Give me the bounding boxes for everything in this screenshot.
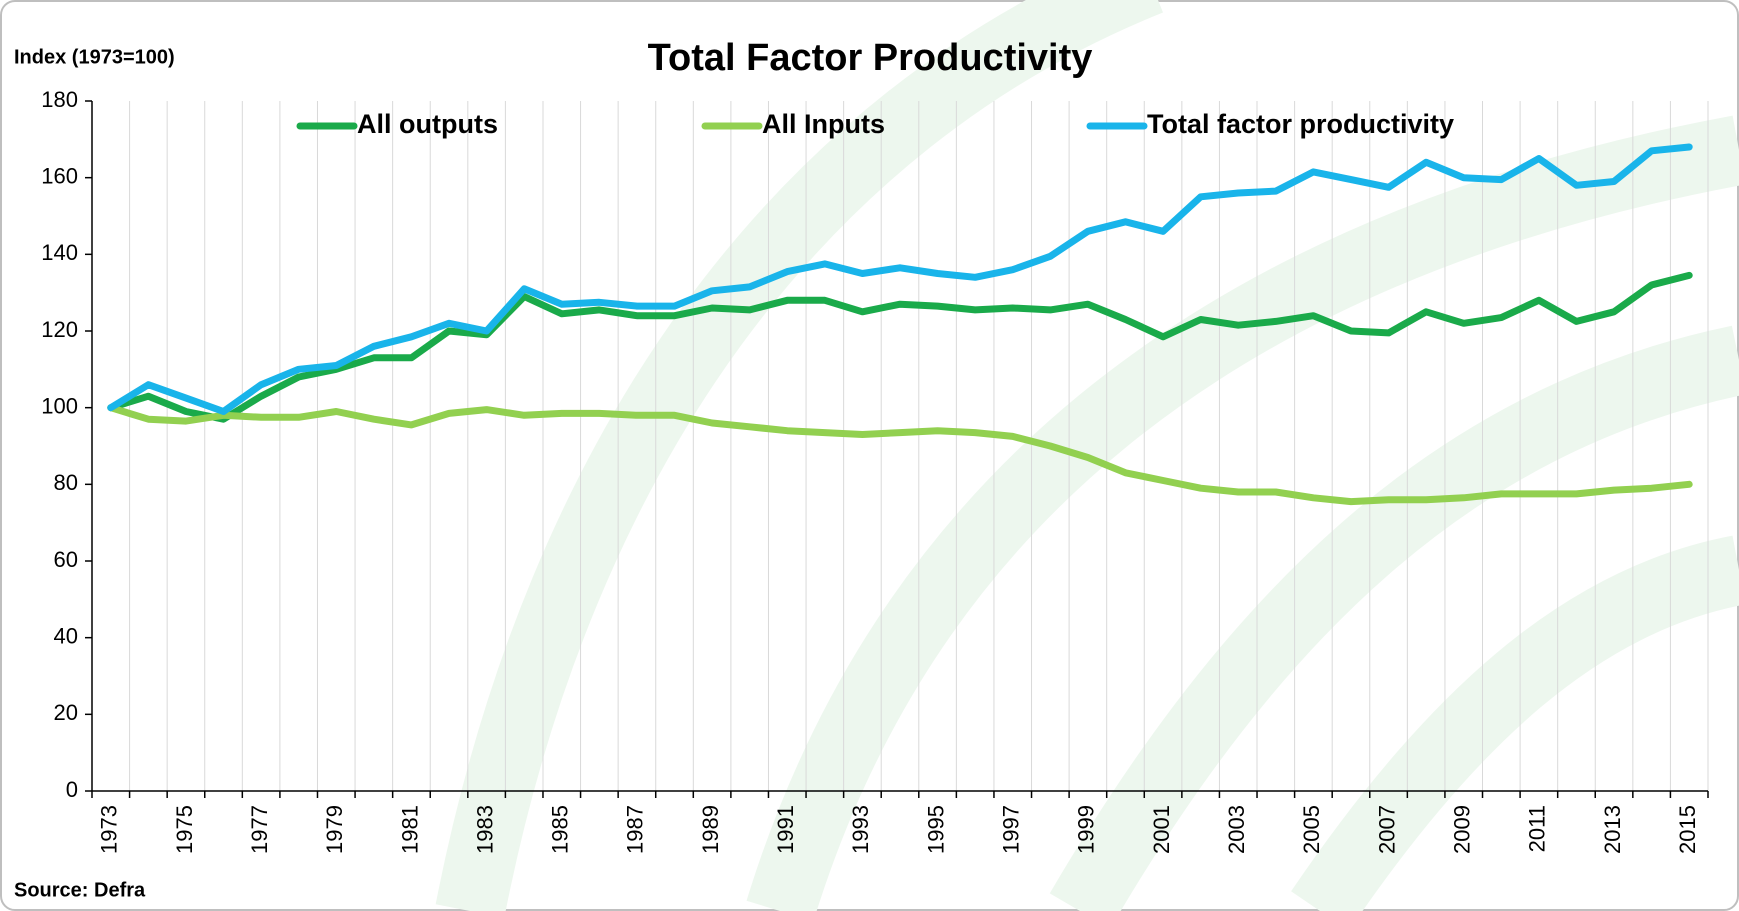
y-tick-label: 40 (54, 623, 78, 648)
x-tick-label: 1995 (923, 805, 948, 854)
y-tick-label: 100 (41, 393, 78, 418)
y-tick-label: 60 (54, 547, 78, 572)
y-tick-label: 120 (41, 317, 78, 342)
legend-label: All Inputs (762, 109, 885, 139)
x-tick-label: 1991 (773, 805, 798, 854)
source-note: Source: Defra (14, 879, 146, 901)
y-tick-label: 80 (54, 470, 78, 495)
x-tick-label: 2007 (1374, 805, 1399, 854)
x-tick-label: 1985 (548, 805, 573, 854)
arc (1291, 535, 1739, 911)
x-tick-label: 1989 (698, 805, 723, 854)
y-tick-label: 180 (41, 87, 78, 112)
x-tick-label: 2009 (1450, 805, 1475, 854)
x-tick-label: 1993 (848, 805, 873, 854)
chart-title: Total Factor Productivity (648, 37, 1093, 79)
y-tick-label: 140 (41, 240, 78, 265)
x-tick-label: 2011 (1525, 805, 1550, 852)
x-tick-label: 2001 (1149, 805, 1174, 854)
series-line (107, 404, 1693, 506)
legend-label: Total factor productivity (1147, 109, 1454, 139)
x-tick-label: 2013 (1600, 805, 1625, 854)
x-tick-label: 1975 (172, 805, 197, 854)
x-tick-label: 2005 (1299, 805, 1324, 854)
y-axis-label: Index (1973=100) (14, 46, 175, 68)
y-tick-label: 0 (66, 777, 78, 802)
x-tick-label: 1973 (97, 805, 122, 854)
arc (435, 0, 1164, 911)
x-tick-label: 2015 (1675, 805, 1700, 854)
y-tick-label: 160 (41, 163, 78, 188)
x-tick-label: 1997 (999, 805, 1024, 854)
series-line (107, 143, 1693, 415)
x-tick-label: 1981 (397, 805, 422, 854)
x-tick-label: 1999 (1074, 805, 1099, 854)
x-tick-label: 1983 (472, 805, 497, 854)
legend-label: All outputs (357, 109, 498, 139)
series-line (107, 271, 1693, 423)
x-tick-label: 1977 (247, 805, 272, 854)
x-tick-label: 1987 (623, 805, 648, 854)
arc (746, 115, 1739, 911)
x-tick-label: 1979 (322, 805, 347, 854)
y-tick-label: 20 (54, 700, 78, 725)
x-tick-label: 2003 (1224, 805, 1249, 854)
